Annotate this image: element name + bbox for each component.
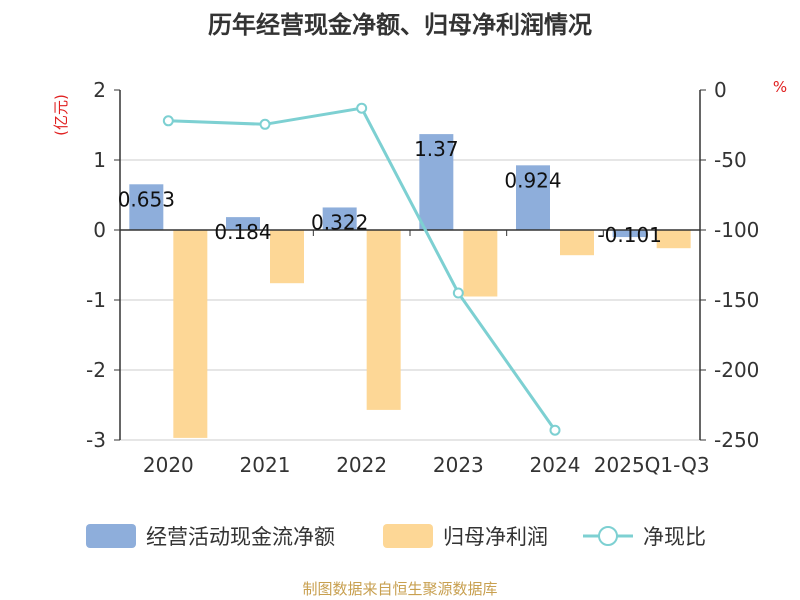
y-left-tick-label: 0 (93, 218, 106, 242)
data-label-cashflow: -0.101 (597, 223, 661, 247)
bar-net-profit (560, 230, 594, 256)
bar-net-profit (270, 230, 304, 284)
ratio-point (452, 287, 464, 299)
y-right-tick-label: -200 (714, 358, 759, 382)
legend: 经营活动现金流净额 归母净利润 净现比 (86, 524, 706, 549)
bar-cashflow (322, 207, 357, 230)
y-right-tick-label: -150 (714, 288, 759, 312)
ratio-point (356, 102, 368, 114)
ratio-point (549, 424, 561, 436)
bar-cashflow (612, 230, 647, 238)
bar-net-profit (463, 230, 498, 297)
data-label-cashflow: 0.184 (214, 220, 271, 244)
y-left-tick-label: -3 (86, 428, 106, 452)
x-tick-label: 2025Q1-Q3 (594, 453, 710, 477)
grid (120, 159, 700, 441)
data-label-cashflow: 1.37 (414, 137, 459, 161)
axes (119, 90, 701, 440)
bar-net-profit (366, 230, 401, 410)
bars (129, 134, 691, 438)
legend-swatch-ratio-marker (598, 526, 618, 546)
data-label-cashflow: 0.322 (311, 210, 368, 234)
x-tick-label: 2022 (336, 453, 387, 477)
x-ticks: 2020 2021 2022 2023 2024 2025Q1-Q3 (143, 453, 710, 477)
y-left-tick-label: 2 (93, 78, 106, 102)
data-label-cashflow: 0.653 (118, 187, 175, 211)
x-tick-label: 2023 (433, 453, 484, 477)
y-left-unit: (亿元) (52, 94, 70, 136)
bar-cashflow (226, 217, 260, 230)
bar-cashflow (129, 184, 164, 230)
y-right-tick-label: 0 (714, 78, 727, 102)
legend-swatch-cashflow (86, 524, 136, 548)
chart-title: 历年经营现金净额、归母净利润情况 (208, 11, 592, 39)
y-right-tick-label: -250 (714, 428, 759, 452)
x-tick-label: 2020 (143, 453, 194, 477)
y-right-ticks: 0 -50 -100 -150 -200 -250 (700, 78, 759, 452)
x-tick-label: 2021 (240, 453, 291, 477)
ratio-point (259, 118, 271, 130)
legend-swatch-net-profit (383, 524, 433, 548)
y-left-tick-label: -2 (86, 358, 106, 382)
bar-net-profit (173, 230, 208, 438)
ratio-line (162, 102, 561, 436)
x-tick-label: 2024 (530, 453, 581, 477)
bar-net-profit (656, 230, 691, 249)
y-left-tick-label: -1 (86, 288, 106, 312)
source-note: 制图数据来自恒生聚源数据库 (302, 580, 497, 598)
legend-label-cashflow: 经营活动现金流净额 (146, 525, 335, 549)
y-right-tick-label: -50 (714, 148, 747, 172)
y-right-unit: % (773, 78, 787, 96)
bar-cashflow (516, 165, 550, 230)
y-right-tick-label: -100 (714, 218, 759, 242)
bar-cashflow (419, 134, 454, 230)
ratio-point (162, 115, 174, 127)
y-left-ticks: 2 1 0 -1 -2 -3 (86, 78, 120, 452)
y-left-tick-label: 1 (93, 148, 106, 172)
data-label-cashflow: 0.924 (504, 168, 561, 192)
data-labels: 0.653 0.184 0.322 1.37 0.924 -0.101 (118, 137, 662, 247)
legend-label-net-profit: 归母净利润 (443, 525, 548, 549)
legend-label-ratio: 净现比 (643, 525, 706, 549)
